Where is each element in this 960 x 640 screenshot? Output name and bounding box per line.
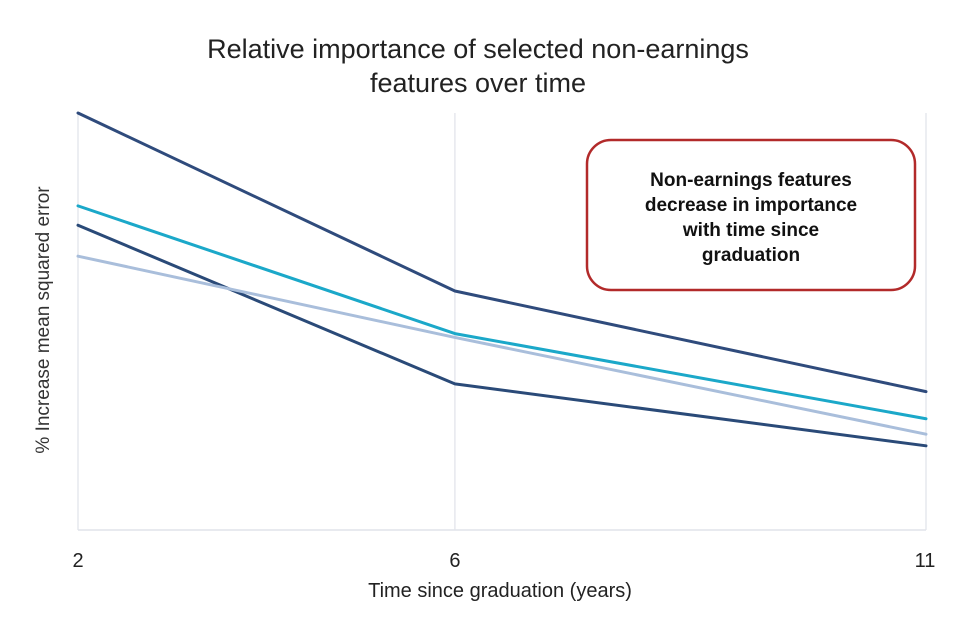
annotation-border — [585, 138, 917, 292]
y-axis-label: % Increase mean squared error — [33, 186, 54, 454]
series-line-4 — [76, 254, 928, 436]
x-tick-label-2: 2 — [72, 550, 83, 572]
x-tick-label-6: 6 — [449, 550, 460, 572]
annotation-line-3: with time since — [682, 220, 819, 241]
annotation-line-2: decrease in importance — [645, 195, 857, 216]
annotation-box: Non-earnings features decrease in import… — [585, 138, 917, 292]
x-axis-label: Time since graduation (years) — [368, 580, 632, 602]
x-tick-labels: 2 6 11 — [72, 550, 935, 572]
chart-title-line-1: Relative importance of selected non-earn… — [207, 34, 749, 64]
chart-title: Relative importance of selected non-earn… — [207, 34, 749, 98]
annotation-line-4: graduation — [702, 245, 800, 266]
annotation-line-1: Non-earnings features — [650, 170, 852, 191]
grid-lines — [77, 113, 927, 530]
series-lines — [76, 111, 928, 448]
x-tick-label-11: 11 — [915, 550, 936, 572]
series-line-3 — [76, 223, 928, 448]
series-line-2 — [76, 204, 928, 421]
chart-title-line-2: features over time — [370, 68, 586, 98]
series-line-1 — [76, 111, 928, 394]
